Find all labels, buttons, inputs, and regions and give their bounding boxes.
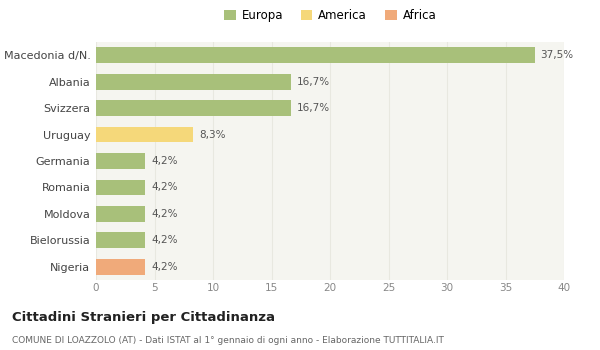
Bar xyxy=(96,259,145,275)
Text: 8,3%: 8,3% xyxy=(199,130,226,140)
Text: 37,5%: 37,5% xyxy=(541,50,574,60)
Bar xyxy=(96,74,292,90)
Bar xyxy=(96,127,193,142)
Text: 16,7%: 16,7% xyxy=(297,77,331,87)
Legend: Europa, America, Africa: Europa, America, Africa xyxy=(219,4,441,27)
Text: 4,2%: 4,2% xyxy=(151,262,178,272)
Bar xyxy=(96,232,145,248)
Text: 4,2%: 4,2% xyxy=(151,209,178,219)
Bar xyxy=(96,47,535,63)
Text: 4,2%: 4,2% xyxy=(151,235,178,245)
Text: Cittadini Stranieri per Cittadinanza: Cittadini Stranieri per Cittadinanza xyxy=(12,312,275,324)
Text: 16,7%: 16,7% xyxy=(297,103,331,113)
Text: 4,2%: 4,2% xyxy=(151,182,178,192)
Bar xyxy=(96,180,145,195)
Bar xyxy=(96,100,292,116)
Text: 4,2%: 4,2% xyxy=(151,156,178,166)
Bar xyxy=(96,206,145,222)
Text: COMUNE DI LOAZZOLO (AT) - Dati ISTAT al 1° gennaio di ogni anno - Elaborazione T: COMUNE DI LOAZZOLO (AT) - Dati ISTAT al … xyxy=(12,336,444,345)
Bar xyxy=(96,153,145,169)
